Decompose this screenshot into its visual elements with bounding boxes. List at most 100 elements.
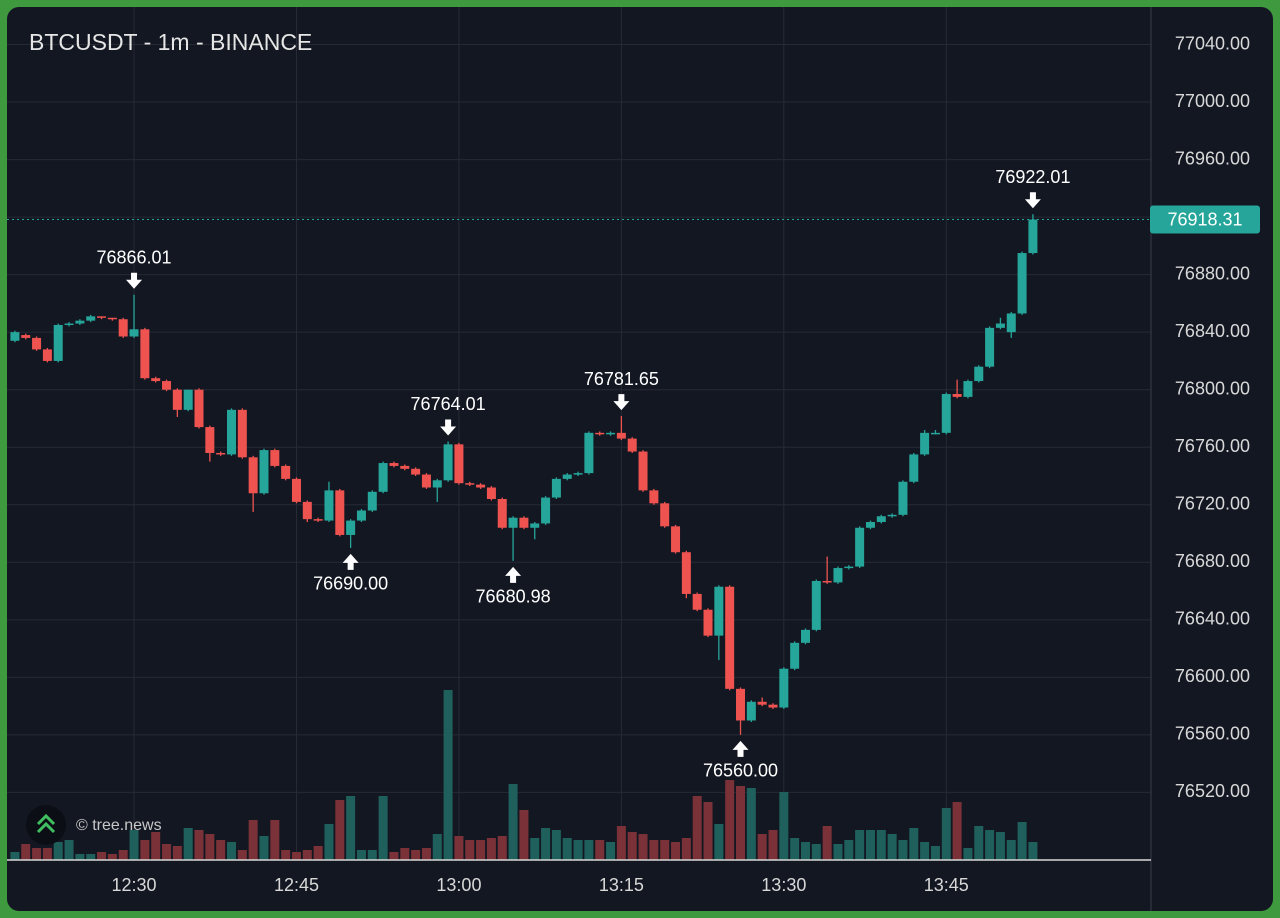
candle-body xyxy=(335,490,345,535)
candle-body xyxy=(519,517,529,528)
x-tick-label: 12:30 xyxy=(112,875,157,895)
annotation-label: 76781.65 xyxy=(584,369,659,389)
volume-bar xyxy=(768,830,778,860)
volume-bar xyxy=(118,850,128,860)
candle-body xyxy=(421,474,431,488)
volume-bar xyxy=(389,852,399,860)
volume-bar xyxy=(97,852,107,860)
candle-body xyxy=(530,523,540,528)
candle-body xyxy=(432,480,442,488)
y-tick-label: 76720.00 xyxy=(1175,494,1250,514)
volume-bar xyxy=(107,854,117,860)
candle-body xyxy=(746,701,756,721)
candle-body xyxy=(974,366,984,382)
candle-body xyxy=(172,389,182,410)
candle-body xyxy=(995,323,1005,328)
candle-body xyxy=(714,586,724,636)
volume-bar xyxy=(400,848,410,860)
candle-body xyxy=(790,642,800,669)
volume-bar xyxy=(855,830,865,860)
volume-bar xyxy=(887,834,897,860)
volume-bar xyxy=(616,826,626,860)
volume-bar xyxy=(530,838,540,860)
volume-bar xyxy=(779,792,789,860)
candle-body xyxy=(42,349,52,361)
arrow-up xyxy=(505,566,522,583)
candle-body xyxy=(1006,313,1016,333)
volume-bar xyxy=(844,840,854,860)
candle-body xyxy=(692,593,702,610)
candle-body xyxy=(324,490,334,521)
logo xyxy=(26,805,66,845)
candle-body xyxy=(346,520,356,535)
candle-body xyxy=(21,335,31,338)
candle-body xyxy=(356,510,366,521)
volume-bar xyxy=(573,840,583,860)
candle-body xyxy=(779,668,789,708)
volume-bar xyxy=(194,830,204,860)
candle-body xyxy=(75,320,85,324)
volume-bar xyxy=(335,800,345,860)
candle-body xyxy=(909,454,919,482)
x-tick-label: 13:30 xyxy=(761,875,806,895)
extreme-marker xyxy=(342,553,359,570)
candle-body xyxy=(1028,219,1038,254)
candle-body xyxy=(681,552,691,594)
candle-body xyxy=(627,438,637,452)
candle-body xyxy=(216,452,226,455)
extreme-marker xyxy=(1024,192,1041,209)
last-price-label: 76918.31 xyxy=(1167,209,1242,229)
volume-bar xyxy=(681,838,691,860)
volume-bar xyxy=(281,850,291,860)
candle-body xyxy=(649,490,659,504)
candle-body xyxy=(920,432,930,455)
candle-body xyxy=(129,329,139,337)
volume-bar xyxy=(411,850,421,860)
volume-bar xyxy=(822,826,832,860)
arrow-down xyxy=(440,419,457,436)
extreme-marker xyxy=(732,740,749,757)
arrow-up xyxy=(732,740,749,757)
candle-body xyxy=(930,432,940,435)
candle-body xyxy=(963,381,973,397)
y-tick-label: 76680.00 xyxy=(1175,551,1250,571)
candle-body xyxy=(822,580,832,583)
candle-body xyxy=(757,701,767,705)
volume-bar xyxy=(227,842,236,860)
candle-body xyxy=(86,316,96,321)
candle-body xyxy=(616,432,626,439)
candle-body xyxy=(400,465,410,469)
candle-body xyxy=(118,319,128,337)
volume-bar xyxy=(486,838,496,860)
candle-body xyxy=(367,491,377,511)
candle-body xyxy=(454,444,464,484)
volume-bar xyxy=(757,834,767,860)
volume-bar xyxy=(595,840,605,860)
volume-bar xyxy=(32,848,42,860)
candle-body xyxy=(876,516,886,523)
volume-bar xyxy=(660,840,670,860)
y-tick-label: 76960.00 xyxy=(1175,148,1250,168)
candle-body xyxy=(378,463,388,492)
y-tick-label: 76880.00 xyxy=(1175,263,1250,283)
volume-bar xyxy=(151,832,161,860)
candle-body xyxy=(638,451,648,491)
candle-body xyxy=(302,501,312,520)
volume-bar xyxy=(692,796,702,860)
candle-body xyxy=(811,580,821,630)
candle-body xyxy=(281,465,291,479)
volume-bar xyxy=(562,838,572,860)
volume-bar xyxy=(725,780,735,860)
volume-bar xyxy=(324,824,334,860)
volume-bar xyxy=(53,842,63,860)
candle-body xyxy=(768,704,778,708)
annotation-label: 76690.00 xyxy=(313,574,388,594)
volume-bar xyxy=(930,846,940,860)
candle-body xyxy=(497,499,507,528)
candle-body xyxy=(162,381,172,390)
y-tick-label: 76800.00 xyxy=(1175,378,1250,398)
candle-body xyxy=(1017,253,1027,314)
volume-bar xyxy=(790,838,800,860)
candle-body xyxy=(800,629,810,643)
volume-bar xyxy=(1006,840,1016,860)
